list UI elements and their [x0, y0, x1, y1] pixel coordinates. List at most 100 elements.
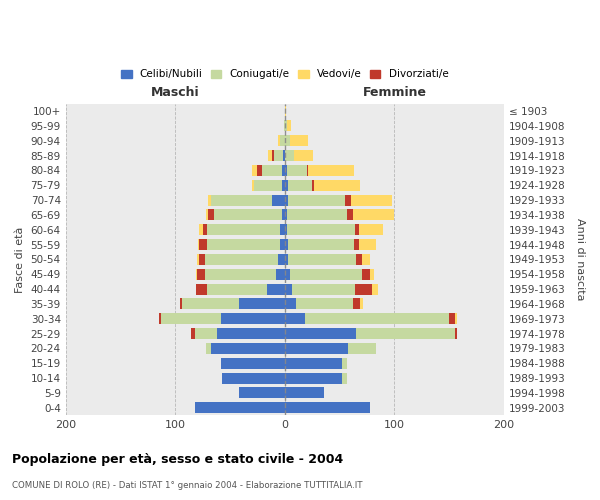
Bar: [211, 194, 272, 205]
Bar: [159, 313, 161, 324]
Bar: [285, 268, 290, 280]
Bar: [252, 165, 257, 176]
Bar: [455, 313, 457, 324]
Text: COMUNE DI ROLO (RE) - Dati ISTAT 1° gennaio 2004 - Elaborazione TUTTITALIA.IT: COMUNE DI ROLO (RE) - Dati ISTAT 1° genn…: [12, 480, 362, 490]
Bar: [205, 268, 276, 280]
Bar: [285, 165, 287, 176]
Bar: [293, 150, 313, 161]
Bar: [199, 254, 205, 265]
Bar: [373, 284, 378, 294]
Bar: [283, 150, 285, 161]
Bar: [239, 298, 285, 310]
Legend: Celibi/Nubili, Coniugati/e, Vedovi/e, Divorziati/e: Celibi/Nubili, Coniugati/e, Vedovi/e, Di…: [117, 66, 452, 84]
Bar: [285, 135, 290, 146]
Bar: [239, 388, 285, 398]
Bar: [274, 150, 283, 161]
Bar: [285, 358, 342, 369]
Bar: [359, 239, 376, 250]
Bar: [285, 106, 286, 117]
Bar: [284, 120, 285, 132]
Bar: [342, 372, 347, 384]
Bar: [208, 210, 214, 220]
Bar: [288, 194, 345, 205]
Bar: [285, 194, 288, 205]
Bar: [280, 224, 285, 235]
Bar: [208, 194, 211, 205]
Bar: [199, 239, 207, 250]
Bar: [197, 254, 199, 265]
Bar: [223, 372, 285, 384]
Bar: [345, 194, 350, 205]
Bar: [196, 268, 197, 280]
Bar: [278, 254, 285, 265]
Bar: [305, 313, 449, 324]
Bar: [195, 402, 285, 413]
Bar: [195, 328, 217, 339]
Bar: [287, 120, 292, 132]
Bar: [191, 328, 195, 339]
Bar: [354, 239, 359, 250]
Bar: [285, 180, 288, 191]
Bar: [206, 210, 208, 220]
Bar: [262, 165, 281, 176]
Bar: [182, 298, 239, 310]
Bar: [285, 284, 292, 294]
Bar: [211, 343, 285, 354]
Bar: [196, 284, 207, 294]
Bar: [221, 358, 285, 369]
Bar: [285, 328, 356, 339]
Bar: [252, 180, 254, 191]
Bar: [285, 150, 293, 161]
Bar: [455, 328, 457, 339]
Bar: [285, 224, 287, 235]
Bar: [290, 268, 362, 280]
Bar: [285, 388, 324, 398]
Bar: [278, 135, 280, 146]
Bar: [308, 165, 354, 176]
Bar: [288, 254, 356, 265]
Bar: [288, 180, 312, 191]
Bar: [276, 268, 285, 280]
Bar: [179, 298, 182, 310]
Bar: [370, 268, 374, 280]
Bar: [217, 328, 285, 339]
Bar: [361, 298, 362, 310]
Bar: [198, 239, 199, 250]
Bar: [281, 210, 285, 220]
Bar: [287, 224, 355, 235]
Bar: [285, 239, 288, 250]
Bar: [353, 210, 394, 220]
Y-axis label: Fasce di età: Fasce di età: [15, 226, 25, 292]
Bar: [312, 180, 314, 191]
Bar: [197, 268, 205, 280]
Bar: [288, 239, 354, 250]
Bar: [285, 298, 296, 310]
Bar: [268, 150, 272, 161]
Bar: [285, 402, 370, 413]
Text: Maschi: Maschi: [151, 86, 200, 99]
Bar: [359, 224, 383, 235]
Bar: [281, 180, 285, 191]
Bar: [342, 358, 347, 369]
Bar: [285, 343, 349, 354]
Bar: [307, 165, 308, 176]
Bar: [449, 313, 455, 324]
Bar: [290, 135, 308, 146]
Bar: [267, 284, 285, 294]
Bar: [205, 254, 278, 265]
Y-axis label: Anni di nascita: Anni di nascita: [575, 218, 585, 300]
Bar: [356, 254, 362, 265]
Bar: [362, 254, 370, 265]
Bar: [355, 224, 359, 235]
Bar: [203, 224, 207, 235]
Bar: [285, 313, 305, 324]
Bar: [221, 313, 285, 324]
Bar: [207, 284, 267, 294]
Text: Femmine: Femmine: [362, 86, 427, 99]
Bar: [287, 210, 347, 220]
Bar: [280, 239, 285, 250]
Bar: [272, 194, 285, 205]
Bar: [285, 254, 288, 265]
Bar: [272, 150, 274, 161]
Bar: [257, 165, 262, 176]
